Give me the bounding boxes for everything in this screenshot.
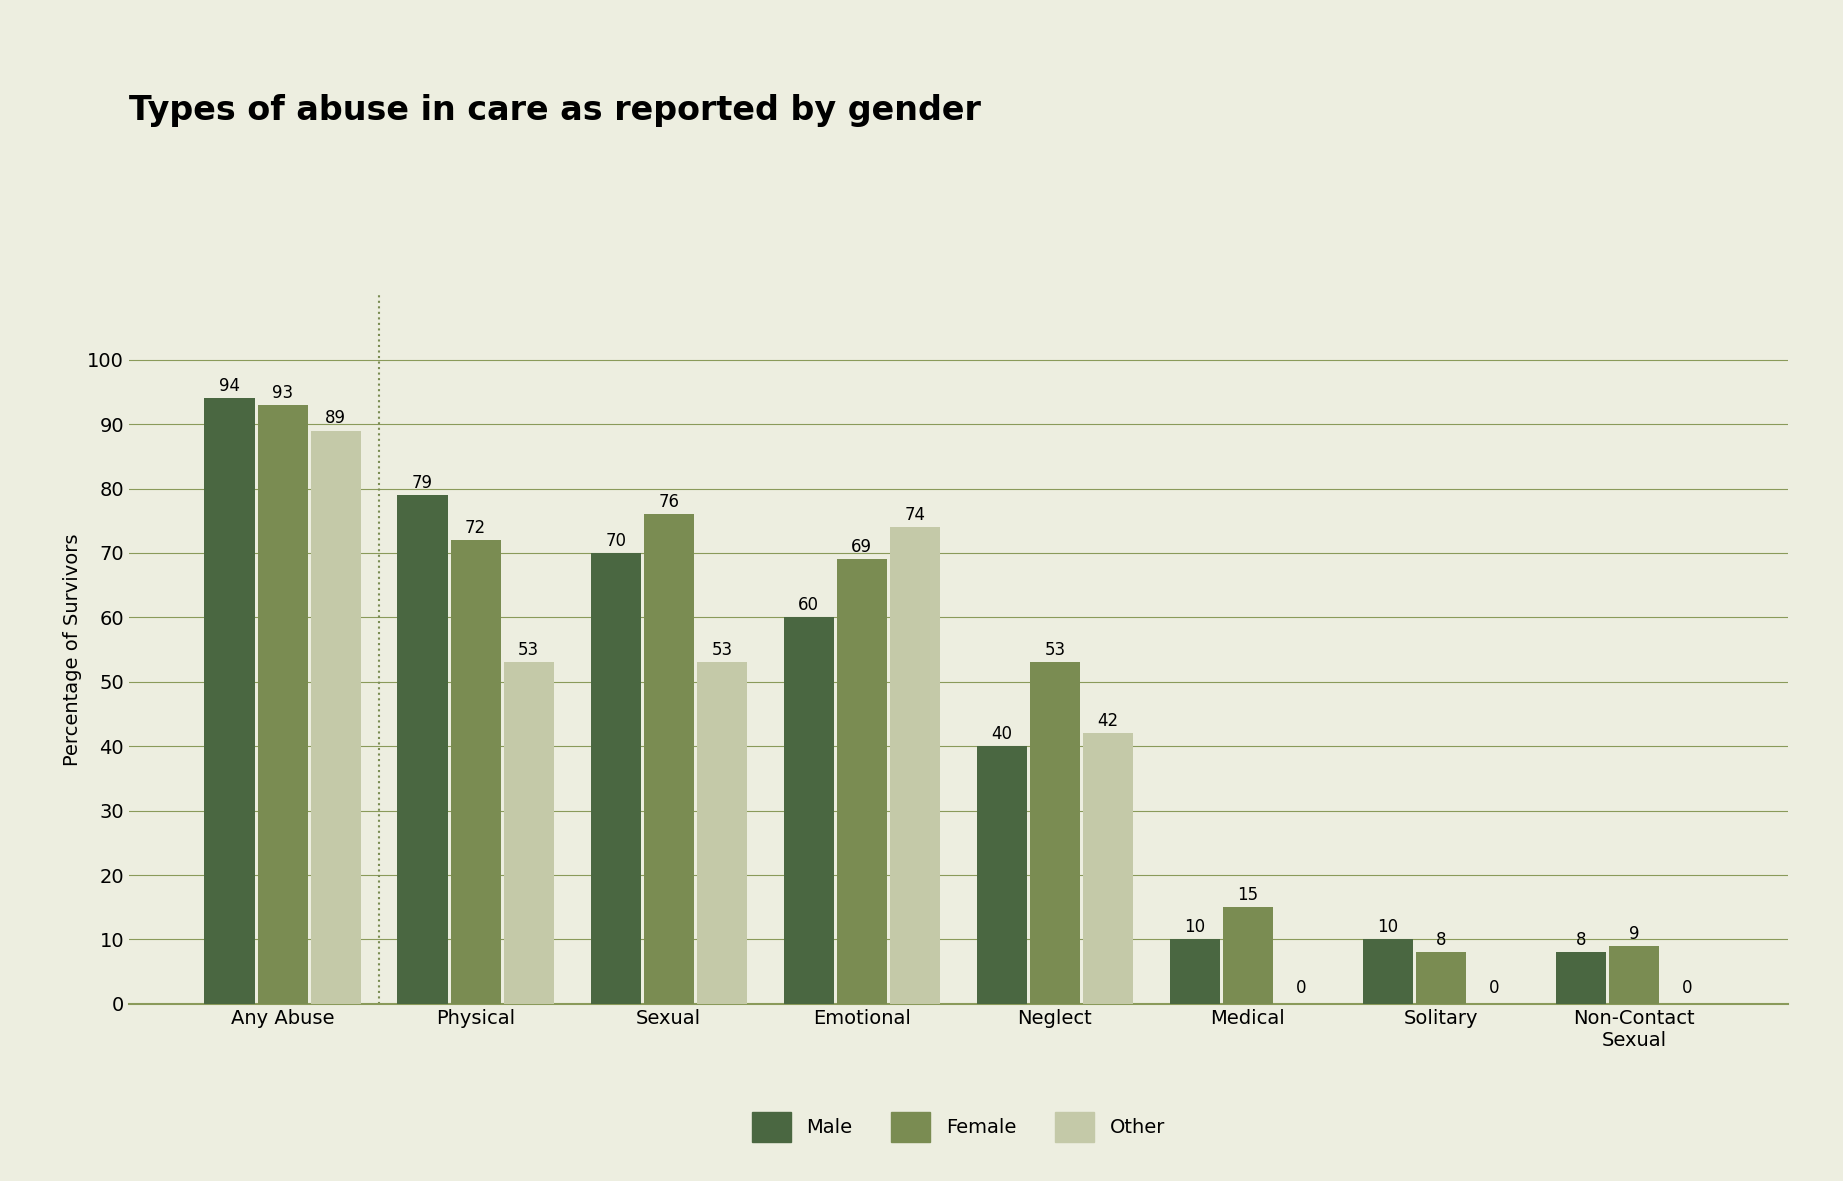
Text: 53: 53 xyxy=(1045,641,1065,659)
Bar xyxy=(1415,952,1467,1004)
Bar xyxy=(977,746,1027,1004)
Text: 53: 53 xyxy=(518,641,540,659)
Text: 60: 60 xyxy=(798,596,820,614)
Text: 93: 93 xyxy=(273,384,293,402)
Text: 53: 53 xyxy=(711,641,732,659)
Bar xyxy=(1030,663,1080,1004)
Text: 9: 9 xyxy=(1629,925,1640,942)
Bar xyxy=(590,553,641,1004)
Bar xyxy=(697,663,746,1004)
Bar xyxy=(837,560,886,1004)
Text: 0: 0 xyxy=(1683,979,1692,998)
Text: 8: 8 xyxy=(1436,931,1447,950)
Text: Types of abuse in care as reported by gender: Types of abuse in care as reported by ge… xyxy=(129,94,980,128)
Bar xyxy=(1084,733,1133,1004)
Text: 94: 94 xyxy=(219,377,240,396)
Text: 89: 89 xyxy=(324,410,346,428)
Text: 74: 74 xyxy=(905,505,925,524)
Y-axis label: Percentage of Survivors: Percentage of Survivors xyxy=(63,534,81,765)
Text: 76: 76 xyxy=(658,492,680,511)
Bar xyxy=(890,527,940,1004)
Text: 72: 72 xyxy=(464,518,487,537)
Text: 42: 42 xyxy=(1097,712,1119,730)
Legend: Male, Female, Other: Male, Female, Other xyxy=(745,1104,1172,1150)
Bar xyxy=(1555,952,1605,1004)
Text: 10: 10 xyxy=(1185,918,1205,937)
Bar xyxy=(311,431,361,1004)
Bar xyxy=(258,405,308,1004)
Text: 40: 40 xyxy=(992,725,1012,743)
Text: 70: 70 xyxy=(605,531,627,549)
Bar xyxy=(1224,907,1274,1004)
Text: 69: 69 xyxy=(851,539,872,556)
Bar xyxy=(1170,939,1220,1004)
Bar xyxy=(398,495,448,1004)
Bar xyxy=(1609,946,1659,1004)
Bar xyxy=(205,398,254,1004)
Text: 8: 8 xyxy=(1576,931,1587,950)
Bar xyxy=(643,514,693,1004)
Bar xyxy=(450,540,501,1004)
Text: 10: 10 xyxy=(1377,918,1399,937)
Text: 79: 79 xyxy=(413,474,433,491)
Bar xyxy=(783,618,833,1004)
Text: 0: 0 xyxy=(1296,979,1307,998)
Bar xyxy=(503,663,555,1004)
Text: 15: 15 xyxy=(1237,886,1259,903)
Bar xyxy=(1362,939,1414,1004)
Text: 0: 0 xyxy=(1489,979,1500,998)
